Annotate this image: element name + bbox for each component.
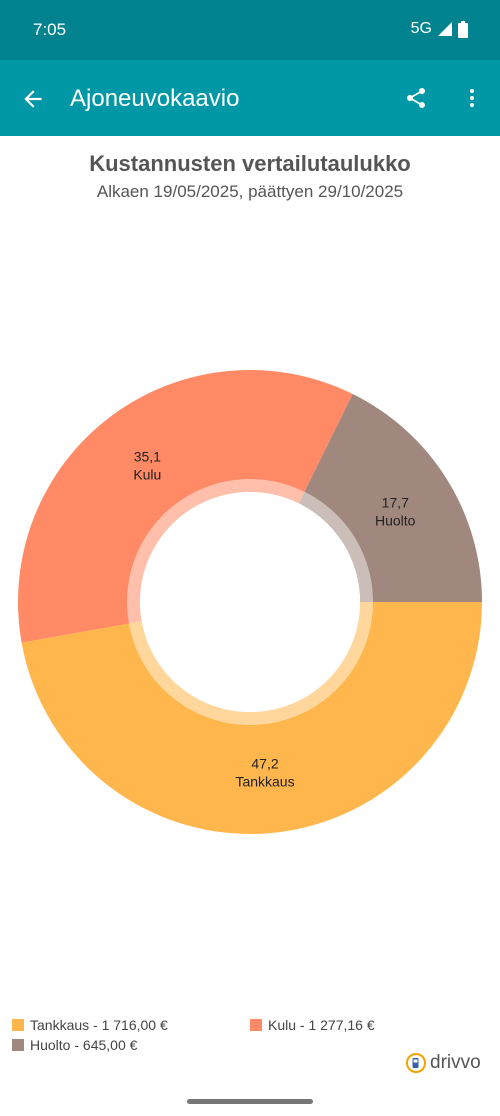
network-type: 5G	[410, 20, 432, 37]
slice-name-label: Huolto	[375, 513, 416, 529]
fuel-pump-icon	[406, 1053, 426, 1073]
signal-icon	[438, 22, 452, 36]
donut-hole	[140, 492, 360, 712]
legend-swatch	[12, 1019, 24, 1031]
status-icons: 5G	[411, 20, 468, 38]
slice-tankkaus[interactable]	[21, 602, 482, 834]
slice-value-label: 47,2	[251, 755, 278, 771]
legend-swatch	[12, 1039, 24, 1051]
status-time: 7:05	[33, 20, 67, 39]
slice-value-label: 35,1	[134, 448, 161, 464]
slice-value-label: 17,7	[382, 495, 409, 511]
slice-kulu[interactable]	[17, 370, 353, 643]
share-icon[interactable]	[404, 86, 428, 110]
brand-name: drivvo	[430, 1052, 481, 1073]
legend-label: Tankkaus - 1 716,00 €	[30, 1017, 168, 1033]
chart-legend: Tankkaus - 1 716,00 € Kulu - 1 277,16 € …	[0, 1015, 500, 1059]
brand-logo: drivvo	[406, 1052, 481, 1074]
chart-subtitle: Alkaen 19/05/2025, päättyen 29/10/2025	[96, 182, 404, 201]
legend-item-tankkaus: Tankkaus - 1 716,00 €	[12, 1017, 168, 1033]
home-indicator[interactable]	[187, 1099, 313, 1104]
legend-label: Kulu - 1 277,16 €	[268, 1017, 375, 1033]
app-bar: Ajoneuvokaavio	[0, 60, 500, 136]
legend-label: Huolto - 645,00 €	[30, 1037, 138, 1053]
legend-item-huolto: Huolto - 645,00 €	[12, 1037, 137, 1053]
status-bar: 7:05 5G	[0, 0, 500, 60]
legend-item-kulu: Kulu - 1 277,16 €	[250, 1017, 375, 1033]
legend-swatch	[250, 1019, 262, 1031]
slice-huolto[interactable]	[298, 393, 482, 602]
donut-inner-ring	[127, 479, 373, 725]
donut-chart[interactable]: 47,2 Tankkaus 35,1 Kulu 17,7 Huolto	[0, 350, 500, 850]
back-arrow-icon[interactable]	[20, 86, 46, 112]
chart-title: Kustannusten vertailutaulukko	[89, 151, 411, 176]
slice-name-label: Kulu	[133, 466, 161, 482]
slice-name-label: Tankkaus	[235, 773, 294, 789]
app-bar-title: Ajoneuvokaavio	[70, 85, 240, 112]
battery-icon	[458, 20, 468, 38]
more-vert-icon[interactable]	[460, 86, 484, 110]
